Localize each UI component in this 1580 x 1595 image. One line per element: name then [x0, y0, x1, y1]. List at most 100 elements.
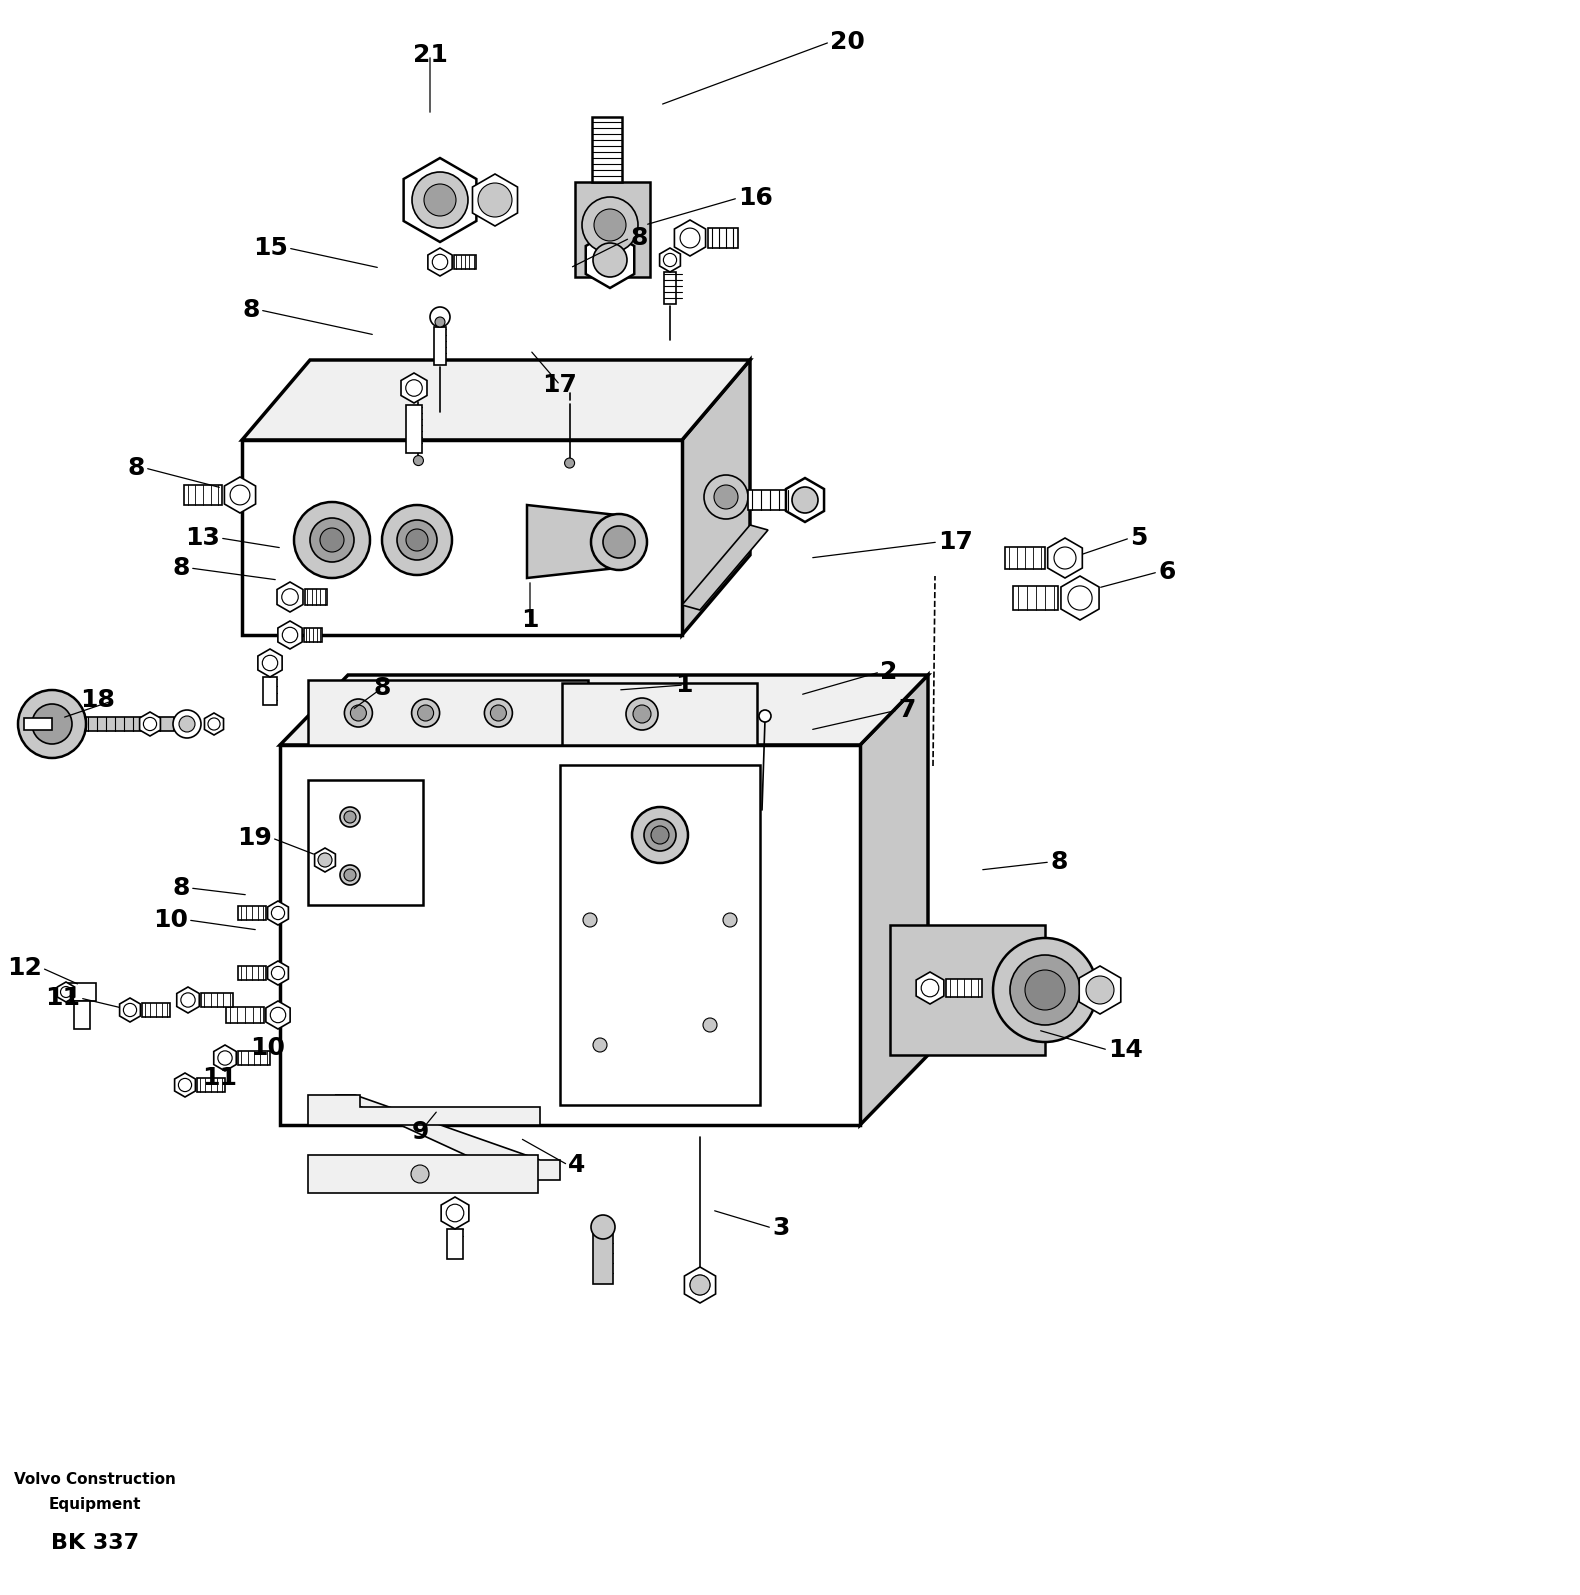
Polygon shape — [267, 901, 289, 925]
Circle shape — [604, 526, 635, 558]
Circle shape — [479, 183, 512, 217]
Polygon shape — [183, 485, 223, 506]
Bar — [74, 1002, 90, 1029]
Circle shape — [651, 826, 668, 844]
Circle shape — [406, 380, 422, 396]
Circle shape — [714, 485, 738, 509]
Circle shape — [123, 1003, 136, 1016]
Circle shape — [60, 986, 71, 997]
Circle shape — [690, 1274, 709, 1295]
Bar — [575, 182, 649, 278]
Circle shape — [792, 486, 818, 514]
Text: 9: 9 — [411, 1120, 428, 1144]
Polygon shape — [57, 983, 74, 1002]
Polygon shape — [226, 1006, 264, 1022]
Circle shape — [344, 869, 356, 880]
Polygon shape — [586, 231, 634, 289]
Polygon shape — [441, 1196, 469, 1230]
Text: 19: 19 — [237, 826, 272, 850]
Polygon shape — [303, 628, 322, 643]
Circle shape — [406, 530, 428, 550]
Polygon shape — [278, 620, 302, 649]
Circle shape — [180, 992, 196, 1006]
Polygon shape — [267, 962, 289, 986]
Polygon shape — [335, 1096, 559, 1180]
Circle shape — [921, 979, 939, 997]
Text: 8: 8 — [172, 557, 190, 581]
Polygon shape — [276, 582, 303, 612]
Circle shape — [591, 514, 646, 569]
Circle shape — [397, 520, 438, 560]
Bar — [447, 1230, 463, 1258]
Circle shape — [634, 705, 651, 723]
Polygon shape — [428, 247, 452, 276]
Circle shape — [179, 716, 194, 732]
Polygon shape — [201, 994, 232, 1006]
Polygon shape — [308, 1096, 540, 1124]
Bar — [890, 925, 1044, 1054]
Polygon shape — [675, 220, 706, 257]
Polygon shape — [1005, 547, 1044, 569]
Circle shape — [32, 703, 73, 743]
Text: 21: 21 — [412, 43, 447, 67]
Polygon shape — [175, 1073, 196, 1097]
Polygon shape — [684, 1266, 716, 1303]
Text: 6: 6 — [1158, 560, 1176, 584]
Polygon shape — [916, 971, 943, 1003]
Circle shape — [594, 244, 626, 276]
Text: 16: 16 — [738, 187, 773, 211]
Circle shape — [231, 485, 250, 506]
Polygon shape — [659, 247, 681, 273]
Circle shape — [1054, 547, 1076, 569]
Circle shape — [626, 699, 657, 731]
Text: 8: 8 — [172, 876, 190, 900]
Bar — [280, 745, 860, 1124]
Polygon shape — [305, 589, 327, 605]
Text: Equipment: Equipment — [49, 1498, 141, 1512]
Circle shape — [411, 1164, 430, 1183]
Bar — [308, 679, 588, 745]
Circle shape — [793, 488, 817, 512]
Circle shape — [218, 1051, 232, 1065]
Text: 18: 18 — [81, 687, 115, 711]
Circle shape — [417, 177, 463, 223]
Text: 7: 7 — [897, 699, 915, 723]
Circle shape — [664, 254, 676, 266]
Polygon shape — [453, 255, 476, 270]
Polygon shape — [860, 675, 927, 1124]
Circle shape — [340, 807, 360, 826]
Polygon shape — [528, 506, 618, 577]
Text: 8: 8 — [243, 298, 261, 322]
Circle shape — [1068, 585, 1092, 611]
Polygon shape — [120, 998, 141, 1022]
Text: 8: 8 — [1051, 850, 1068, 874]
Polygon shape — [139, 711, 161, 735]
Bar — [24, 718, 52, 731]
Circle shape — [412, 699, 439, 727]
Polygon shape — [265, 1002, 291, 1029]
Bar — [562, 683, 757, 745]
Circle shape — [592, 1038, 607, 1053]
Bar — [592, 1230, 613, 1284]
Circle shape — [1025, 970, 1065, 1010]
Text: Volvo Construction: Volvo Construction — [14, 1472, 175, 1488]
Bar — [406, 405, 422, 453]
Circle shape — [594, 209, 626, 241]
Polygon shape — [198, 1078, 224, 1093]
Bar — [435, 327, 446, 365]
Polygon shape — [401, 373, 427, 404]
Circle shape — [294, 502, 370, 577]
Polygon shape — [177, 987, 199, 1013]
Text: 11: 11 — [202, 1065, 237, 1089]
Bar — [747, 490, 804, 510]
Text: 14: 14 — [1108, 1038, 1142, 1062]
Text: 12: 12 — [8, 955, 43, 979]
Circle shape — [414, 456, 423, 466]
Circle shape — [17, 691, 85, 758]
Text: 10: 10 — [251, 1037, 286, 1061]
Circle shape — [344, 699, 373, 727]
Circle shape — [144, 718, 156, 731]
Circle shape — [564, 458, 575, 467]
Circle shape — [281, 589, 299, 605]
Text: 10: 10 — [153, 908, 188, 931]
